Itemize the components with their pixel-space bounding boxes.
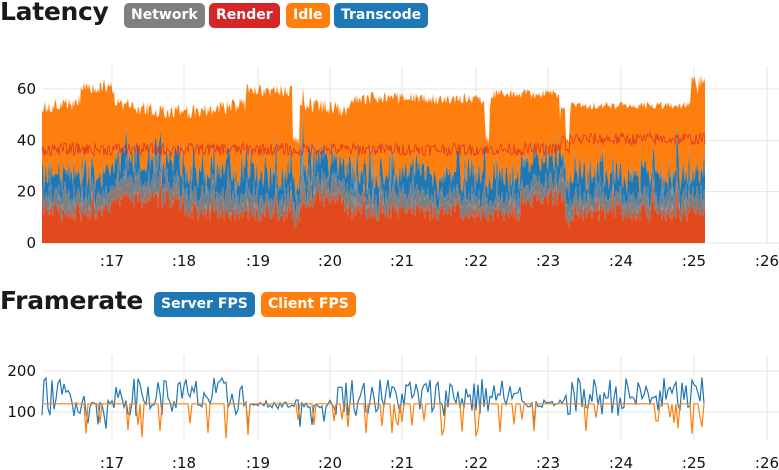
framerate-x-tick-label: :18: [172, 454, 196, 470]
framerate-line-client: [42, 403, 705, 439]
framerate-title: Framerate: [0, 286, 144, 315]
latency-render-line: [41, 131, 706, 158]
framerate-x-tick-label: :17: [100, 454, 124, 470]
latency-y-tick-label: 40: [17, 131, 36, 149]
framerate-x-tick-label: :25: [682, 454, 706, 470]
framerate-x-tick-label: :26: [755, 454, 779, 470]
framerate-line-server: [41, 376, 705, 429]
framerate-x-tick-label: :21: [390, 454, 414, 470]
legend-network-toggle[interactable]: Network: [124, 3, 205, 28]
latency-y-tick-label: 60: [17, 80, 36, 98]
latency-y-tick-label: 20: [17, 183, 36, 201]
latency-title: Latency: [0, 0, 109, 26]
legend-render-toggle[interactable]: Render: [209, 3, 280, 28]
latency-chart: 0 20 40 60 :17 :18 :19 :20 :21 :22 :23 :24 :25 :26: [17, 66, 779, 270]
framerate-x-tick-label: :20: [318, 454, 342, 470]
latency-area-render: [42, 171, 705, 243]
latency-area-network: [42, 147, 705, 229]
framerate-x-tick-label: :24: [609, 454, 633, 470]
latency-y-tick-label: 0: [26, 234, 36, 252]
framerate-x-tick-label: :23: [536, 454, 560, 470]
latency-x-tick-label: :23: [536, 252, 560, 270]
latency-x-tick-label: :22: [464, 252, 488, 270]
latency-x-tick-label: :25: [682, 252, 706, 270]
latency-x-tick-label: :18: [172, 252, 196, 270]
latency-x-tick-label: :19: [246, 252, 270, 270]
legend-idle-toggle[interactable]: Idle: [286, 3, 330, 28]
framerate-y-tick-label: 200: [7, 362, 36, 380]
latency-x-tick-label: :21: [390, 252, 414, 270]
framerate-x-tick-label: :22: [464, 454, 488, 470]
legend-server-fps-toggle[interactable]: Server FPS: [154, 292, 255, 317]
latency-area-idle: [42, 74, 705, 202]
latency-area-transcode: [42, 107, 705, 217]
latency-x-tick-label: :26: [755, 252, 779, 270]
latency-x-tick-label: :20: [318, 252, 342, 270]
legend-client-fps-toggle[interactable]: Client FPS: [261, 292, 356, 317]
latency-x-tick-label: :17: [100, 252, 124, 270]
legend-transcode-toggle[interactable]: Transcode: [334, 3, 429, 28]
latency-x-tick-label: :24: [609, 252, 633, 270]
framerate-y-tick-label: 100: [7, 403, 36, 421]
framerate-x-tick-label: :19: [246, 454, 270, 470]
